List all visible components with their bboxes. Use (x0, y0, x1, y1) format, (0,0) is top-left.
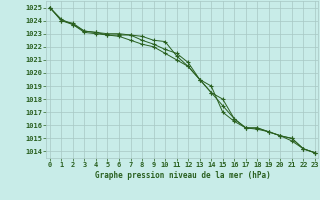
X-axis label: Graphe pression niveau de la mer (hPa): Graphe pression niveau de la mer (hPa) (94, 171, 270, 180)
